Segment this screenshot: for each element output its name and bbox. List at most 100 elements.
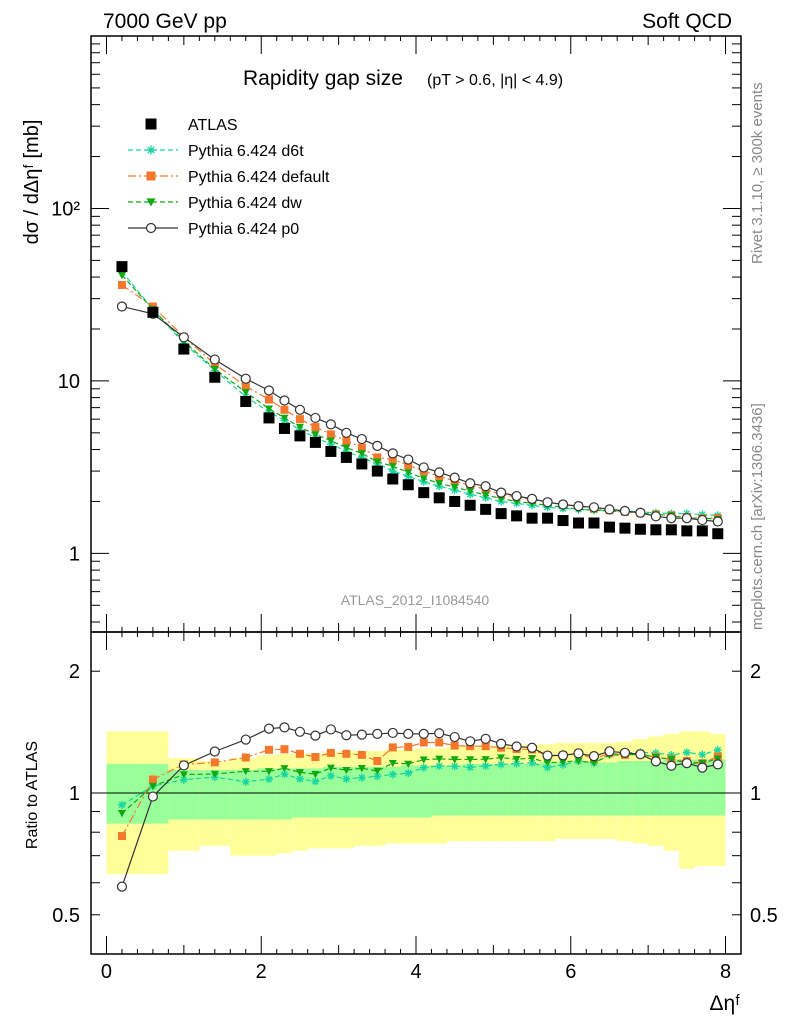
- ratio-stat-band: [257, 768, 277, 820]
- series-3-ratio-point: [496, 738, 507, 749]
- series-3-ratio-point: [178, 760, 189, 771]
- ratio-stat-band: [431, 765, 447, 816]
- ratio-y-axis-label: Ratio to ATLAS: [24, 741, 41, 849]
- series-2-point: [388, 463, 397, 471]
- atlas-data-point: [147, 306, 159, 318]
- series-1-ratio-point: [264, 745, 273, 754]
- ratio-stat-band: [586, 762, 602, 816]
- ratio-tick-label-right: 2: [750, 661, 761, 683]
- ratio-stat-band: [648, 760, 664, 816]
- series-3-ratio-point: [542, 750, 553, 761]
- series-3-point: [635, 507, 646, 518]
- ratio-stat-band: [369, 766, 386, 818]
- process-label: Soft QCD: [642, 10, 732, 33]
- series-2-ratio-point: [481, 756, 490, 764]
- series-3-point: [511, 490, 522, 502]
- series-3-ratio-point: [279, 722, 290, 733]
- ratio-tick-label: 2: [69, 661, 80, 683]
- atlas-data-point: [696, 525, 708, 537]
- series-3-ratio-point: [573, 748, 584, 759]
- series-0-point: [388, 467, 397, 476]
- series-3-point: [449, 472, 460, 483]
- series-2-ratio-line: [121, 753, 718, 814]
- ratio-tick-label-right: 0.5: [750, 905, 778, 927]
- series-3-ratio-point: [557, 750, 569, 761]
- series-0-ratio-point: [311, 777, 320, 786]
- series-3-point: [650, 511, 661, 522]
- atlas-data-point: [278, 422, 290, 434]
- legend-atlas-marker: [145, 118, 157, 130]
- series-1-ratio-point: [342, 749, 351, 758]
- series-2-ratio-point: [388, 759, 397, 768]
- atlas-data-point: [712, 528, 724, 540]
- series-0-ratio-point: [326, 771, 335, 780]
- ratio-stat-band: [493, 763, 509, 816]
- series-2-ratio-point: [667, 756, 676, 764]
- ratio-stat-band: [446, 765, 463, 816]
- series-3-point: [588, 502, 600, 513]
- series-1-ratio-point: [404, 742, 413, 751]
- series-2-point: [357, 450, 366, 458]
- series-0-ratio-point: [419, 763, 428, 772]
- ratio-stat-band: [354, 766, 370, 818]
- series-3-ratio-point: [511, 741, 522, 752]
- rivet-version-label: Rivet 3.1.10, ≥ 300k events: [749, 82, 766, 264]
- series-2-ratio-point: [179, 771, 188, 779]
- atlas-data-point: [665, 524, 677, 536]
- series-0-ratio-point: [497, 760, 506, 769]
- series-2-ratio-point: [311, 770, 320, 779]
- series-3-ratio-point: [403, 728, 414, 739]
- series-3-ratio-point: [325, 724, 336, 735]
- series-2-ratio-point: [512, 755, 521, 764]
- series-1-ratio-point: [295, 749, 304, 758]
- series-3-point: [294, 404, 306, 415]
- series-2-ratio-point: [295, 769, 304, 777]
- ratio-stat-band: [477, 763, 494, 816]
- series-3-ratio-point: [666, 760, 677, 771]
- atlas-data-point: [464, 499, 476, 511]
- atlas-data-point: [325, 445, 337, 457]
- atlas-data-point: [557, 515, 569, 527]
- series-3-ratio-point: [526, 742, 538, 753]
- legend-atlas-label: ATLAS: [188, 117, 238, 134]
- series-3-point: [240, 373, 251, 384]
- series-2-ratio-point: [450, 756, 459, 764]
- atlas-data-point: [634, 523, 646, 535]
- ratio-stat-band: [710, 759, 726, 816]
- series-1-point: [311, 423, 320, 432]
- series-3-point: [356, 433, 367, 445]
- series-3-point: [263, 385, 275, 396]
- series-3-point: [434, 467, 445, 478]
- series-1-ratio-point: [311, 753, 320, 762]
- atlas-data-point: [209, 371, 221, 383]
- series-1-ratio-point: [450, 741, 459, 750]
- series-3-ratio-point: [310, 730, 321, 741]
- series-3-point: [418, 462, 429, 473]
- atlas-data-point: [433, 492, 445, 504]
- legend-series-0-label: Pythia 6.424 d6t: [188, 143, 304, 160]
- series-2-ratio-point: [574, 757, 583, 765]
- legend-series-2-label: Pythia 6.424 dw: [188, 195, 302, 212]
- series-0-ratio-point: [450, 762, 459, 771]
- series-3-point: [604, 504, 615, 515]
- series-3-point: [116, 301, 128, 312]
- series-3-ratio-point: [619, 747, 631, 758]
- series-2-point: [210, 365, 219, 374]
- atlas-data-point: [387, 473, 399, 485]
- series-3-ratio-point: [712, 759, 723, 770]
- x-tick-label: 8: [720, 961, 731, 983]
- series-3-point: [387, 448, 398, 459]
- atlas-data-point: [480, 503, 492, 515]
- series-3-point: [325, 419, 336, 430]
- series-0-ratio-point: [698, 750, 707, 759]
- series-3-point: [178, 332, 189, 343]
- series-0-ratio-point: [528, 758, 537, 767]
- series-3-point: [666, 513, 677, 524]
- ratio-stat-band: [679, 759, 695, 816]
- x-tick-label: 6: [565, 961, 576, 983]
- series-3-ratio-point: [697, 762, 708, 773]
- series-2-point: [435, 480, 444, 488]
- ratio-tick-label: 0.5: [52, 905, 80, 927]
- ratio-stat-band: [632, 760, 649, 816]
- legend-series-1-label: Pythia 6.424 default: [188, 169, 330, 186]
